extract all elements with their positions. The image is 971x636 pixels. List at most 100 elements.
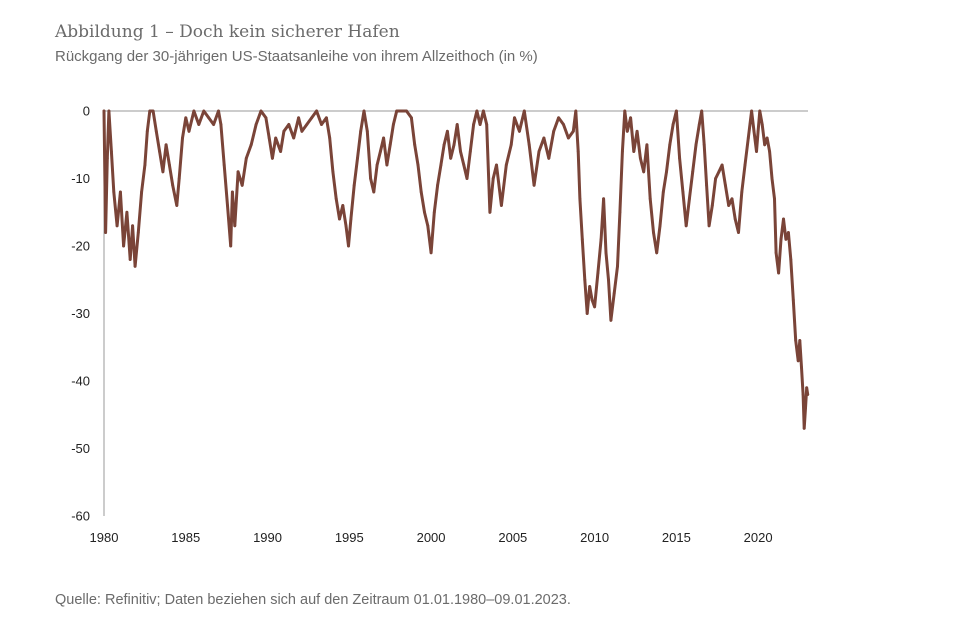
- data-point: [580, 237, 584, 241]
- data-point: [760, 123, 764, 126]
- data-point: [164, 143, 168, 147]
- data-point: [429, 251, 433, 255]
- data-point: [436, 183, 439, 187]
- data-point: [102, 109, 106, 113]
- data-point: [325, 116, 328, 120]
- data-point: [806, 393, 810, 396]
- data-point: [282, 129, 286, 133]
- data-point: [349, 217, 353, 221]
- data-point: [217, 109, 220, 113]
- data-point: [264, 116, 268, 120]
- data-point: [705, 183, 708, 187]
- data-point: [678, 156, 681, 160]
- data-point: [737, 231, 740, 234]
- data-point: [110, 150, 113, 153]
- data-point: [395, 109, 399, 113]
- data-point: [212, 123, 216, 126]
- data-point: [681, 190, 685, 194]
- data-point: [542, 136, 546, 140]
- data-point: [446, 129, 449, 133]
- x-tick-label: 1985: [171, 530, 200, 545]
- data-point: [244, 156, 248, 160]
- data-point: [128, 258, 132, 261]
- data-point: [107, 109, 111, 113]
- data-point: [504, 163, 508, 167]
- data-point: [668, 143, 672, 147]
- data-point: [794, 339, 798, 342]
- data-point: [488, 210, 492, 214]
- data-point: [596, 271, 600, 275]
- data-point: [382, 136, 385, 140]
- data-point: [379, 150, 382, 153]
- figure-title: Abbildung 1 – Doch kein sicherer Hafen: [55, 22, 400, 42]
- data-point: [359, 129, 363, 133]
- data-point: [365, 129, 369, 133]
- data-point: [547, 156, 551, 160]
- data-point: [400, 109, 403, 113]
- data-point: [287, 123, 291, 126]
- data-point: [537, 150, 541, 153]
- data-point: [274, 136, 278, 140]
- data-point: [791, 298, 795, 302]
- data-point: [267, 136, 271, 140]
- data-point: [740, 190, 744, 194]
- data-point: [571, 129, 575, 133]
- data-point: [724, 183, 727, 187]
- data-point: [714, 177, 717, 180]
- data-point: [756, 129, 760, 133]
- data-point: [720, 163, 724, 167]
- data-point: [442, 143, 446, 147]
- data-point: [439, 163, 443, 167]
- data-point: [658, 224, 662, 228]
- data-point: [599, 237, 603, 241]
- data-point: [131, 224, 135, 228]
- data-point: [655, 251, 659, 255]
- data-point: [478, 123, 482, 126]
- data-point: [168, 163, 171, 167]
- data-point: [804, 406, 807, 410]
- series-group: [102, 109, 810, 430]
- data-point: [694, 143, 698, 147]
- data-point: [426, 224, 430, 228]
- data-point: [148, 109, 152, 113]
- data-point: [629, 116, 632, 120]
- data-point: [770, 177, 774, 180]
- data-point: [661, 190, 665, 194]
- data-point: [710, 204, 714, 207]
- data-point: [356, 156, 359, 160]
- data-point: [279, 150, 282, 153]
- data-point: [518, 129, 521, 133]
- data-point: [621, 150, 624, 153]
- data-point: [119, 190, 122, 194]
- data-point: [161, 170, 165, 174]
- x-tick-label: 2000: [417, 530, 446, 545]
- x-tick-label: 2020: [744, 530, 773, 545]
- data-point: [532, 183, 536, 187]
- chart-axes: [103, 110, 808, 516]
- figure-subtitle: Rückgang der 30-jährigen US-Staatsanleih…: [55, 48, 538, 65]
- data-point: [229, 244, 233, 248]
- x-axis-ticks: 1980 1985 1990 1995 2000 2005 2010 2015 2020: [90, 530, 773, 545]
- data-point: [341, 204, 345, 207]
- data-point: [707, 224, 711, 228]
- data-point: [513, 116, 516, 120]
- data-point: [691, 170, 695, 174]
- data-point: [602, 197, 605, 201]
- data-point: [552, 129, 556, 133]
- y-tick-label: -60: [71, 509, 90, 524]
- data-point: [752, 129, 756, 133]
- y-tick-label: 0: [83, 104, 90, 119]
- data-point: [578, 197, 582, 201]
- data-point: [158, 150, 162, 153]
- data-point: [347, 244, 350, 248]
- data-point: [184, 116, 188, 120]
- data-point: [219, 123, 223, 126]
- data-point: [136, 231, 140, 234]
- data-point: [125, 210, 129, 214]
- data-point: [192, 109, 196, 113]
- data-point: [802, 426, 806, 430]
- data-point: [733, 217, 737, 221]
- data-point: [635, 129, 639, 133]
- data-point: [648, 197, 652, 201]
